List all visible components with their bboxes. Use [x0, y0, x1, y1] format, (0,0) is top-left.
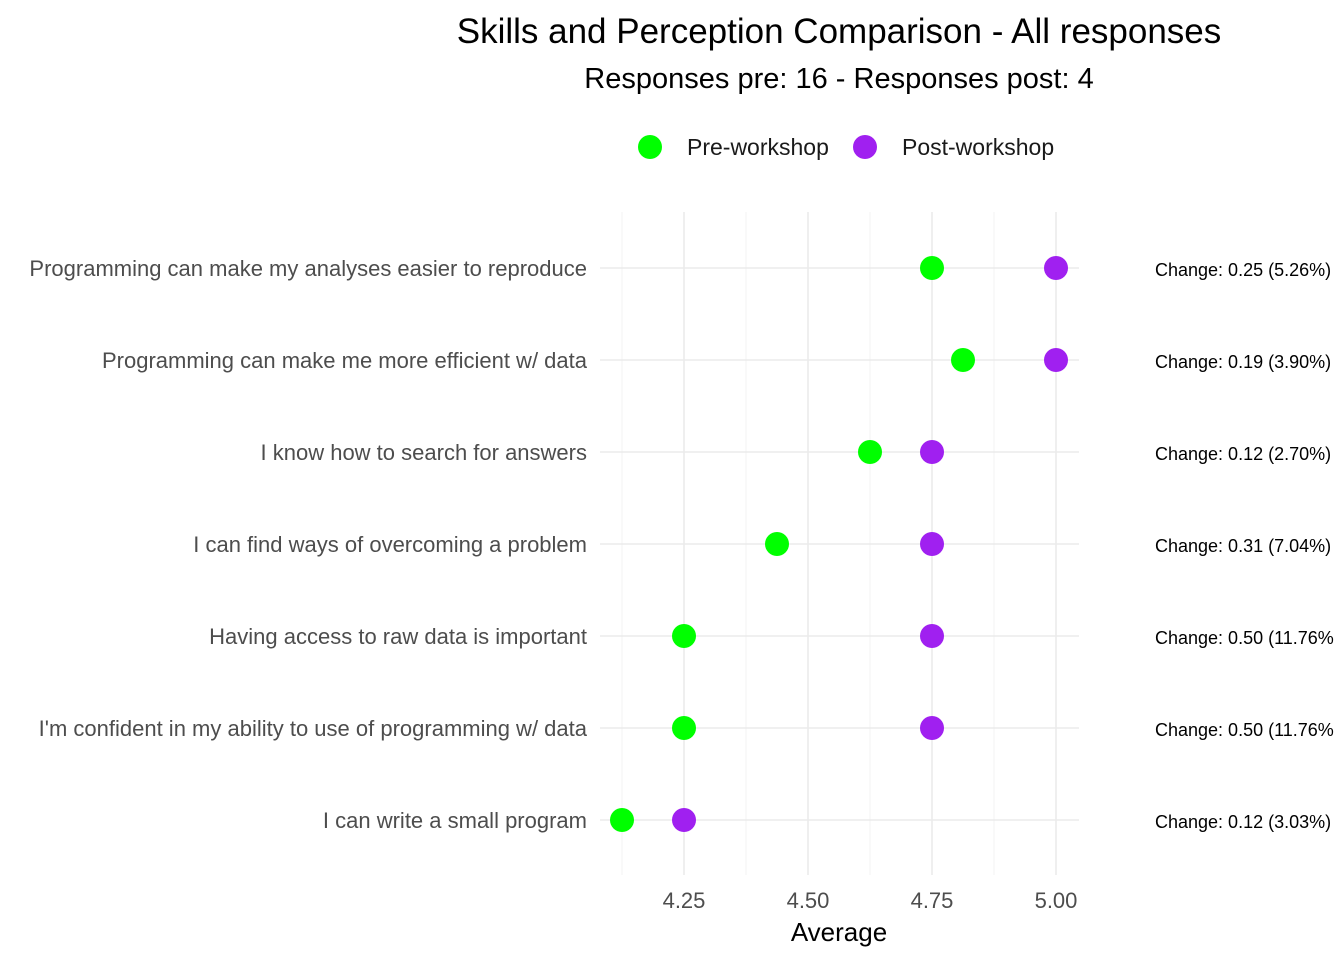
- legend-key-post: [853, 135, 877, 159]
- post-point-5: [920, 716, 944, 740]
- category-label-3: I can find ways of overcoming a problem: [193, 532, 587, 557]
- category-label-0: Programming can make my analyses easier …: [29, 256, 587, 281]
- legend-label-post: Post-workshop: [902, 134, 1054, 160]
- change-label-6: Change: 0.12 (3.03%): [1155, 812, 1331, 832]
- pre-point-1: [951, 348, 975, 372]
- category-label-1: Programming can make me more efficient w…: [102, 348, 588, 373]
- legend-key-pre: [638, 135, 662, 159]
- post-point-3: [920, 532, 944, 556]
- pre-point-6: [610, 808, 634, 832]
- change-label-0: Change: 0.25 (5.26%): [1155, 260, 1331, 280]
- post-point-4: [920, 624, 944, 648]
- change-label-2: Change: 0.12 (2.70%): [1155, 444, 1331, 464]
- legend-label-pre: Pre-workshop: [687, 134, 829, 160]
- x-tick-label-0: 4.25: [663, 888, 706, 913]
- change-label-5: Change: 0.50 (11.76%: [1155, 720, 1334, 740]
- change-label-1: Change: 0.19 (3.90%): [1155, 352, 1331, 372]
- x-tick-label-2: 4.75: [911, 888, 954, 913]
- post-point-2: [920, 440, 944, 464]
- category-labels: Programming can make my analyses easier …: [29, 256, 587, 833]
- chart-subtitle: Responses pre: 16 - Responses post: 4: [584, 63, 1093, 95]
- pre-point-3: [765, 532, 789, 556]
- category-label-6: I can write a small program: [323, 808, 587, 833]
- legend: Pre-workshop Post-workshop: [638, 134, 1054, 160]
- category-label-4: Having access to raw data is important: [209, 624, 587, 649]
- pre-point-2: [858, 440, 882, 464]
- pre-point-4: [672, 624, 696, 648]
- chart-title: Skills and Perception Comparison - All r…: [457, 12, 1222, 51]
- x-tick-label-1: 4.50: [787, 888, 830, 913]
- pre-point-0: [920, 256, 944, 280]
- x-axis-ticks: 4.25 4.50 4.75 5.00: [663, 888, 1078, 913]
- change-label-3: Change: 0.31 (7.04%): [1155, 536, 1331, 556]
- category-label-5: I'm confident in my ability to use of pr…: [39, 716, 588, 741]
- change-label-4: Change: 0.50 (11.76%: [1155, 628, 1334, 648]
- post-point-0: [1044, 256, 1068, 280]
- pre-point-5: [672, 716, 696, 740]
- grid: [600, 212, 1079, 875]
- x-tick-label-3: 5.00: [1035, 888, 1078, 913]
- x-axis-title: Average: [791, 917, 887, 947]
- category-label-2: I know how to search for answers: [261, 440, 587, 465]
- post-point-6: [672, 808, 696, 832]
- post-point-1: [1044, 348, 1068, 372]
- change-annotations: Change: 0.25 (5.26%) Change: 0.19 (3.90%)…: [1155, 260, 1334, 832]
- data-points: [610, 256, 1068, 832]
